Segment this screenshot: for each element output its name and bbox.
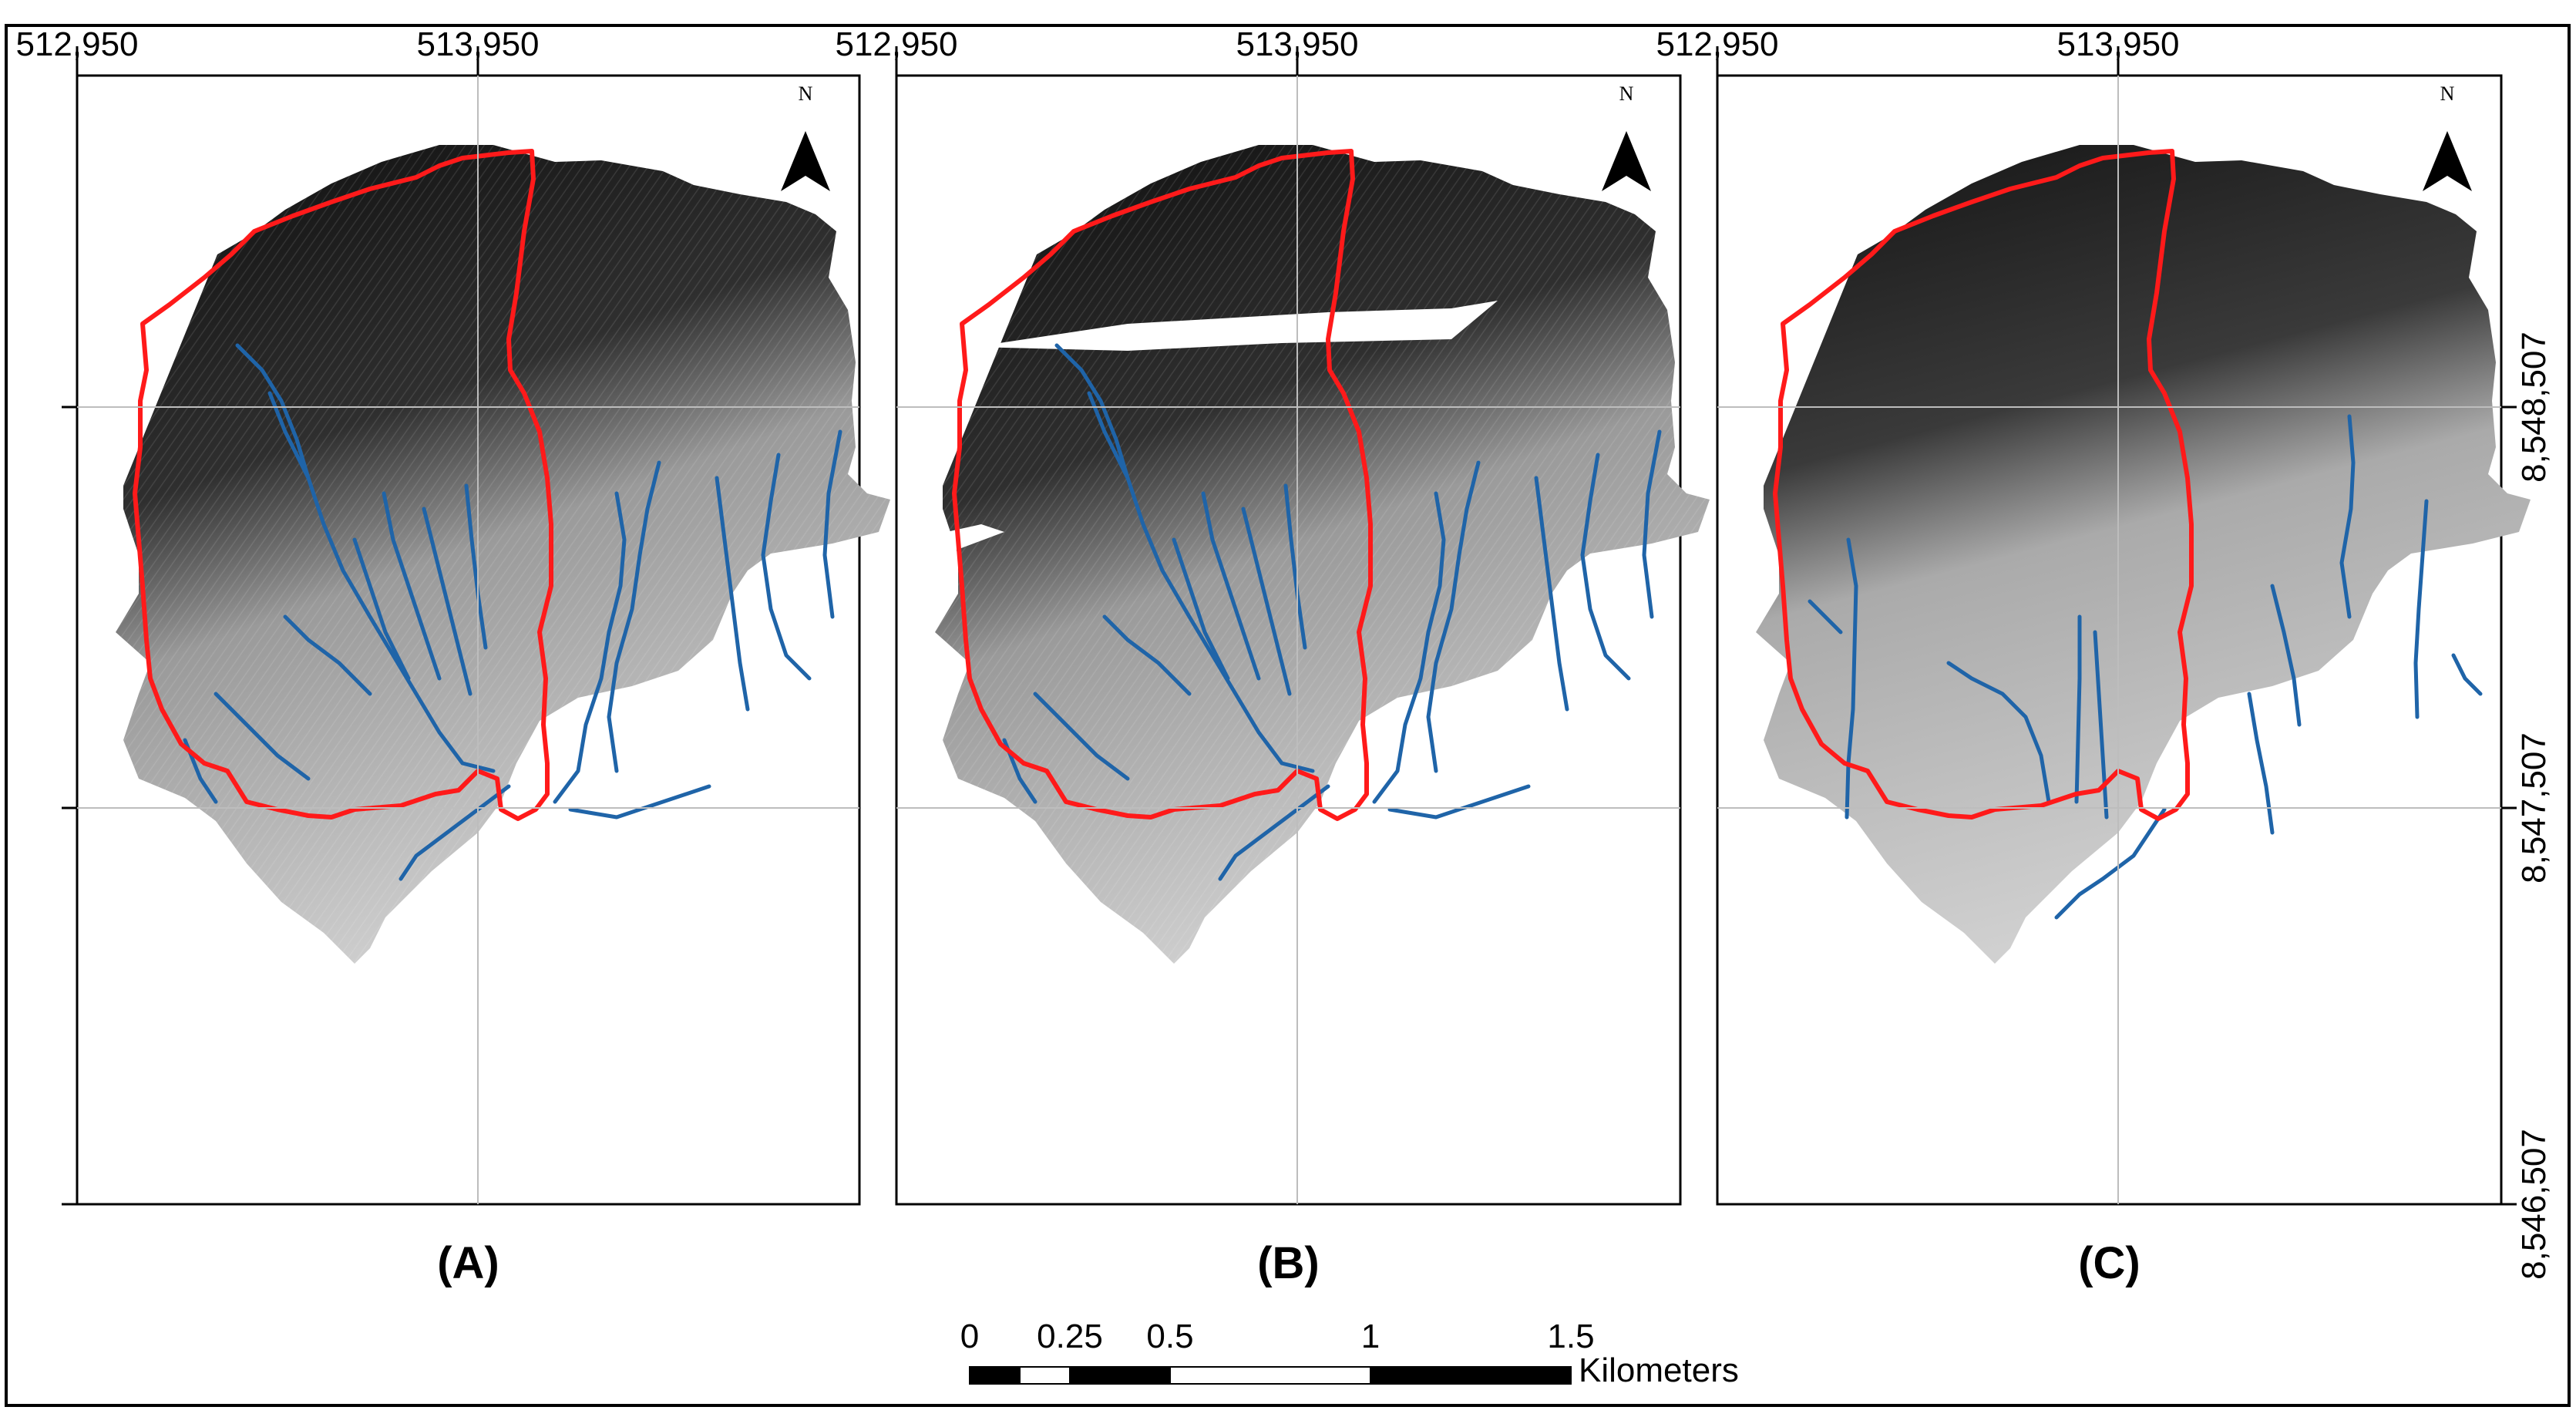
scale-segment	[1019, 1366, 1071, 1385]
y-coordinate-label: 8,546,507	[2515, 1129, 2553, 1280]
stream-line	[1102, 614, 1192, 696]
stream-line	[1283, 483, 1307, 650]
scale-segment	[1169, 1366, 1371, 1385]
stream-line	[422, 507, 472, 696]
stream-line	[1387, 784, 1531, 820]
stream-line	[2247, 692, 2275, 835]
stream-line	[464, 483, 488, 650]
scale-unit-label: Kilometers	[1579, 1351, 1739, 1389]
y-coordinate-label: 8,547,507	[2515, 732, 2553, 884]
stream-line	[1054, 343, 1315, 773]
x-coordinate-label: 512,950	[835, 25, 957, 63]
scale-segment	[1069, 1366, 1171, 1385]
scale-tick-label: 0	[960, 1318, 979, 1355]
watershed-boundary	[1773, 149, 2194, 821]
stream-network	[183, 343, 842, 881]
stream-line	[1642, 429, 1662, 619]
x-coordinate-label: 513,950	[2056, 25, 2179, 63]
stream-line	[1946, 661, 2051, 804]
stream-line	[2339, 414, 2356, 619]
stream-line	[1580, 453, 1631, 681]
stream-line	[399, 784, 511, 881]
stream-line	[715, 476, 750, 712]
scale-segment	[1370, 1366, 1572, 1385]
stream-line	[1426, 460, 1481, 773]
x-coordinate-label: 512,950	[15, 25, 138, 63]
stream-line	[1241, 507, 1292, 696]
stream-line	[761, 453, 812, 681]
x-coordinate-label: 512,950	[1656, 25, 1778, 63]
stream-line	[1372, 491, 1446, 804]
scale-tick-label: 0.25	[1037, 1318, 1103, 1355]
scale-segment	[969, 1366, 1021, 1385]
stream-line	[1808, 599, 1843, 634]
stream-line	[2270, 584, 2302, 727]
panel-label-a: (A)	[437, 1238, 499, 1288]
stream-line	[1845, 537, 1858, 820]
stream-line	[283, 614, 372, 696]
stream-line	[568, 784, 711, 820]
stream-line	[1201, 491, 1261, 681]
hillshade-terrain	[1756, 145, 2531, 964]
north-arrow: N	[1602, 82, 1651, 191]
stream-line	[1087, 391, 1130, 480]
x-coordinate-label: 513,950	[416, 25, 539, 63]
north-letter: N	[1619, 82, 1634, 105]
stream-line	[1172, 537, 1230, 681]
outer-frame	[5, 24, 2571, 1407]
scale-tick-label: 0.5	[1146, 1318, 1193, 1355]
watershed-boundary	[133, 149, 553, 821]
north-arrow: N	[2423, 82, 2472, 191]
stream-line	[2451, 653, 2483, 696]
stream-line	[2413, 499, 2429, 719]
stream-line	[553, 491, 627, 804]
stream-line	[2074, 614, 2082, 804]
map-panel-b: N	[895, 46, 1710, 1206]
stream-line	[1033, 692, 1130, 781]
stream-line	[822, 429, 842, 619]
y-coordinate-label: 8,548,507	[2515, 332, 2553, 483]
data-gap-upper	[974, 301, 1498, 351]
panel-label-c: (C)	[2078, 1238, 2141, 1288]
scale-tick-label: 1	[1361, 1318, 1380, 1355]
map-panel-a: N	[76, 46, 890, 1206]
panel-label-b: (B)	[1257, 1238, 1320, 1288]
map-panel-c: N	[1716, 46, 2531, 1206]
x-coordinate-label: 513,950	[1236, 25, 1358, 63]
north-arrow: N	[781, 82, 830, 191]
stream-line	[1534, 476, 1569, 712]
watershed-boundary	[952, 149, 1373, 821]
stream-line	[607, 460, 661, 773]
stream-line	[382, 491, 442, 681]
stream-line	[235, 343, 496, 773]
stream-line	[267, 391, 311, 480]
scale-tick-label: 1.5	[1547, 1318, 1594, 1355]
stream-line	[1218, 784, 1330, 881]
north-letter: N	[2440, 82, 2455, 105]
stream-line	[214, 692, 311, 781]
stream-network	[1808, 414, 2483, 920]
terrain-texture	[116, 145, 890, 964]
north-letter: N	[799, 82, 813, 105]
stream-network	[1002, 343, 1662, 881]
stream-line	[352, 537, 411, 681]
